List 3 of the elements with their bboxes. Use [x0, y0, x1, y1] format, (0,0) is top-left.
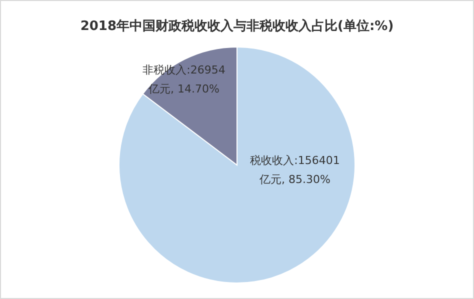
chart-title: 2018年中国财政税收收入与非税收收入占比(单位:%): [80, 18, 394, 34]
slice-label: 税收收入:156401 亿元, 85.30%: [250, 154, 340, 186]
slice-label: 非税收入:26954 亿元, 14.70%: [142, 64, 226, 96]
